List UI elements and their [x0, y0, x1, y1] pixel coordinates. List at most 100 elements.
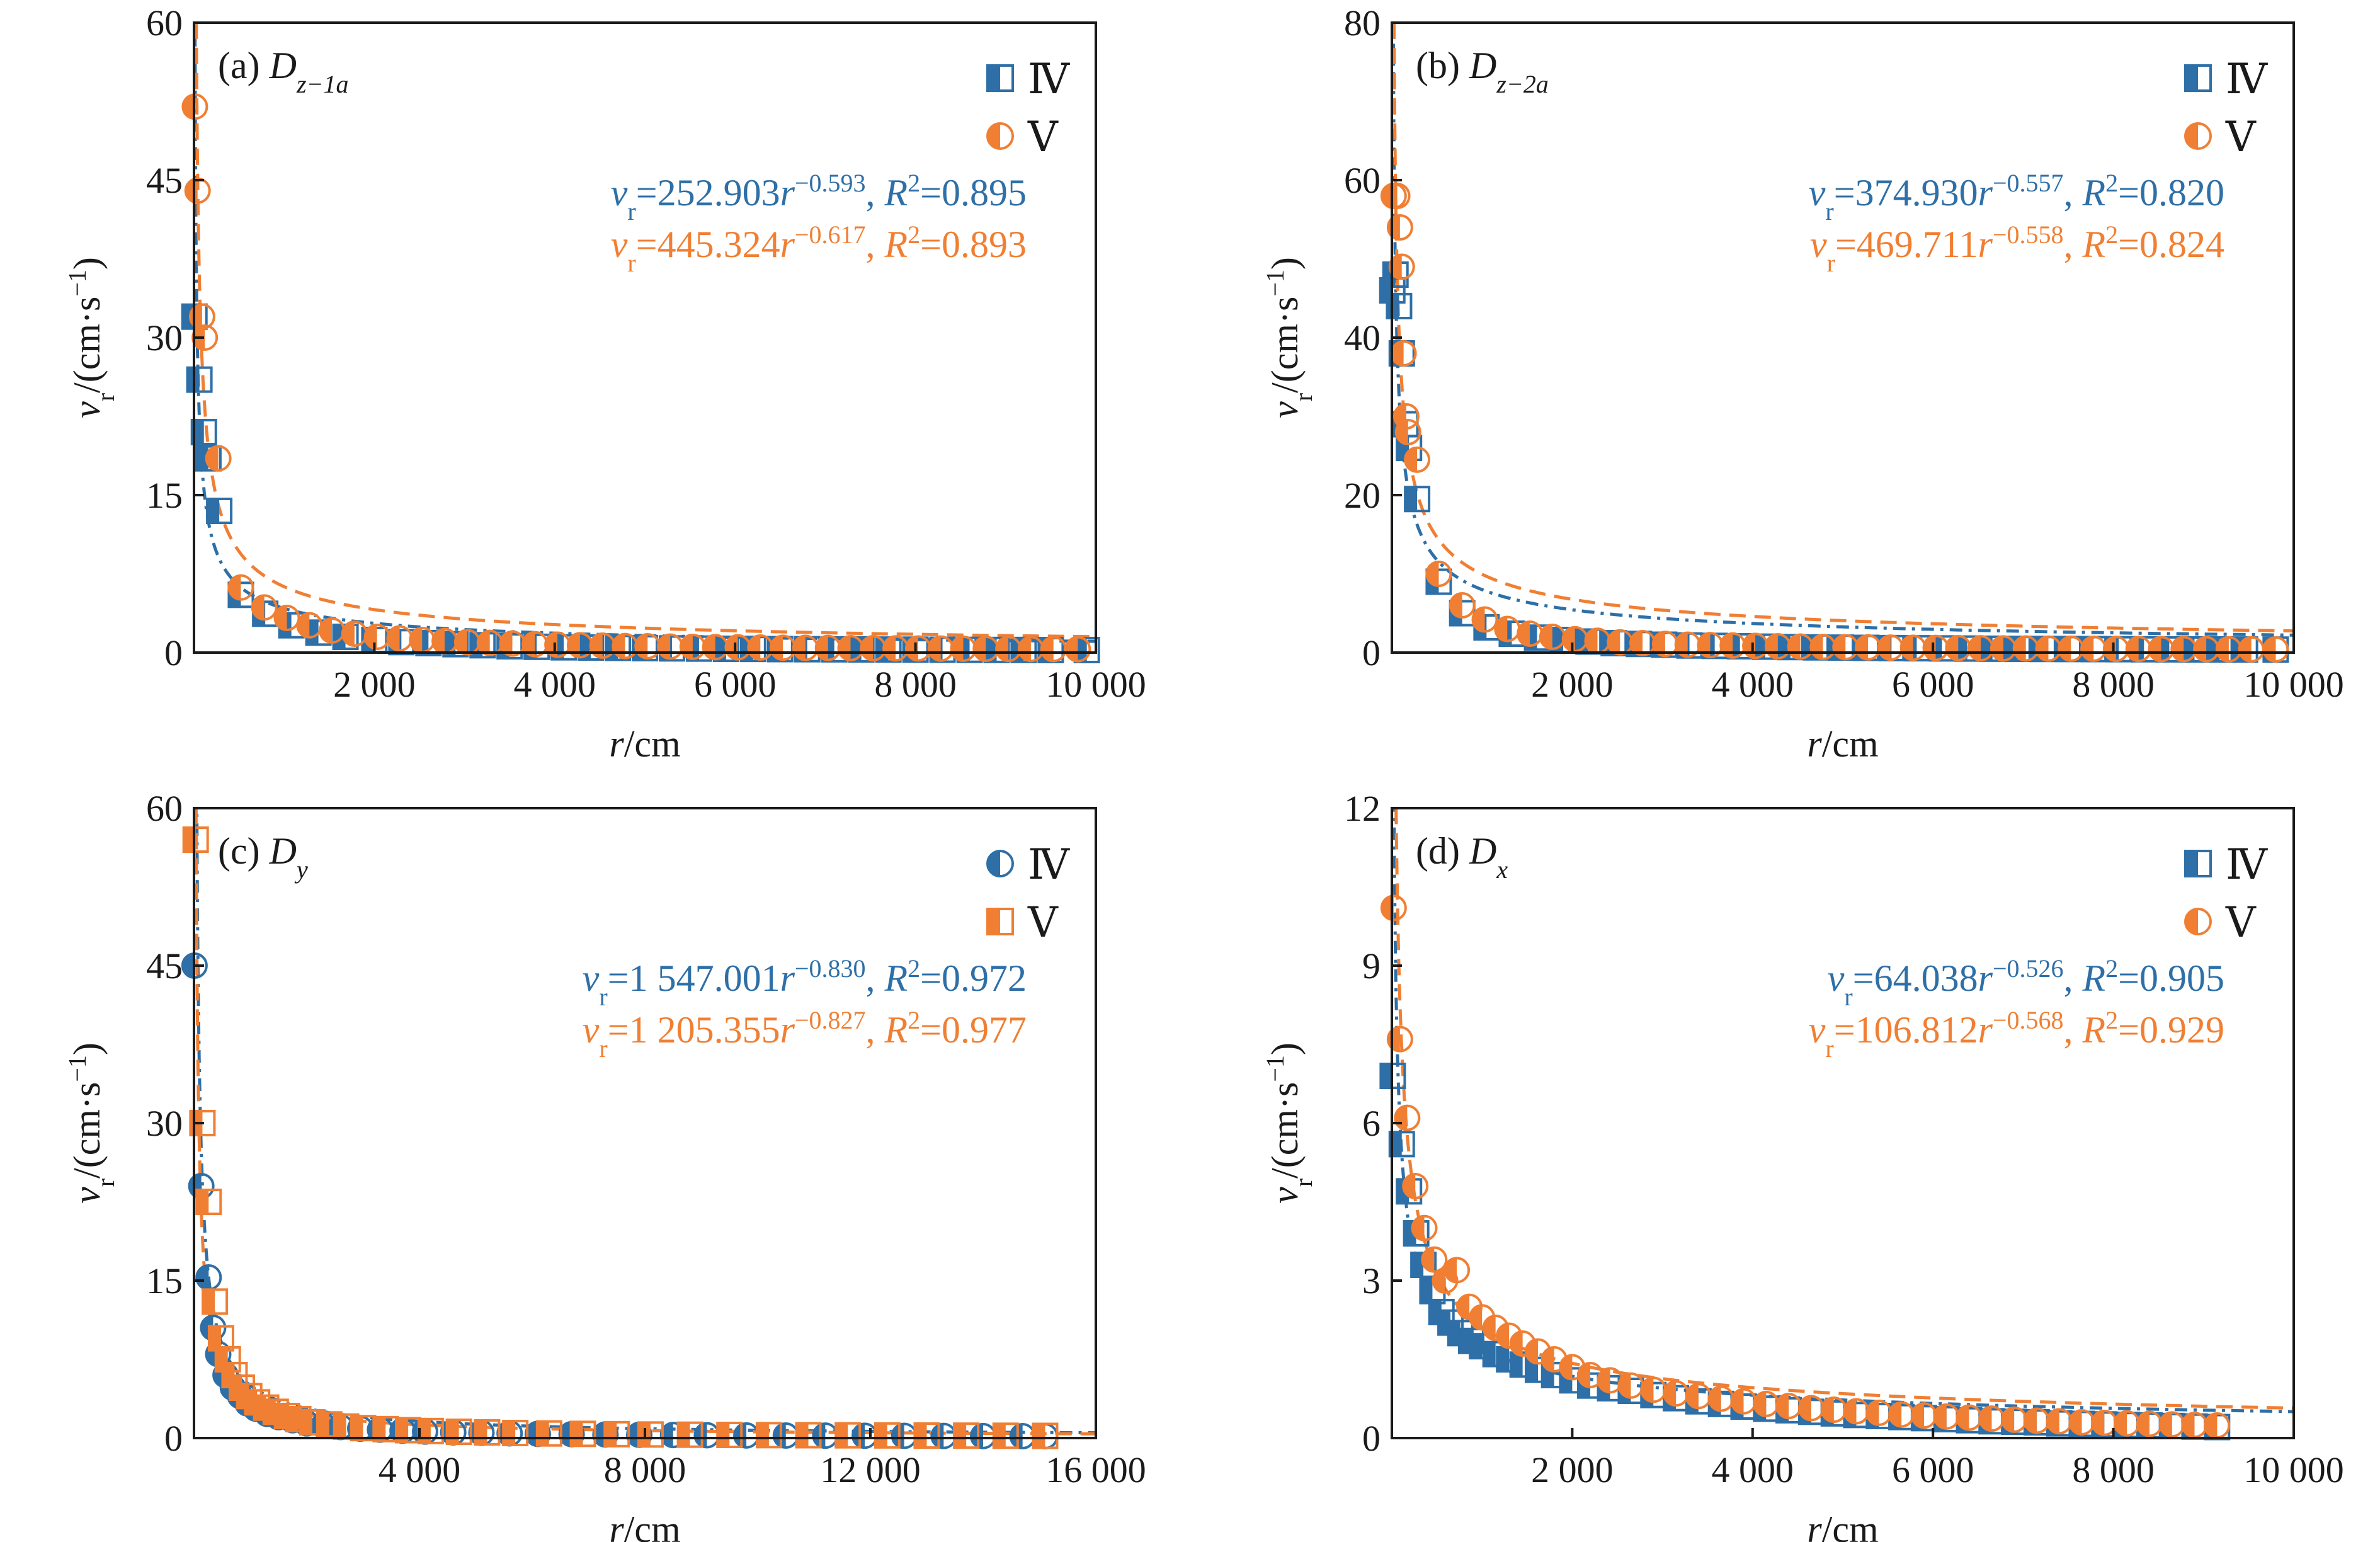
- y-tick-label: 0: [164, 1418, 183, 1459]
- x-tick-label: 8 000: [874, 664, 957, 705]
- series-V: [182, 826, 1059, 1449]
- data-point: [227, 574, 254, 601]
- x-tick-label: 4 000: [379, 1449, 461, 1490]
- data-point: [186, 366, 213, 393]
- legend-label-V: Ⅴ: [2225, 900, 2257, 946]
- panel-c: 4 000 8 000 12 000 16 000 0 15 30 45 60 r/cm vr/(c…: [63, 788, 1146, 1542]
- data-point: [679, 633, 706, 660]
- data-point: [1402, 1173, 1429, 1199]
- data-point: [1471, 606, 1498, 633]
- panel-d: 2 000 4 000 6 000 8 000 10 000 0 3 6 9 12 r/cm vr/(…: [1261, 788, 2344, 1542]
- y-tick-label: 15: [146, 475, 183, 516]
- data-point: [2204, 1412, 2231, 1439]
- y-tick-label: 45: [146, 945, 183, 986]
- data-point: [814, 634, 841, 661]
- legend-marker-V: [986, 908, 1014, 935]
- panel-a: 2 000 4 000 6 000 8 000 10 000 0 15 30 45 60 r/cm v…: [63, 3, 1146, 765]
- data-point: [2080, 636, 2107, 662]
- y-axis-label: vr/(cm·s−1): [63, 257, 120, 418]
- legend-label-V: Ⅴ: [1027, 900, 1059, 946]
- y-tick-label: 3: [1362, 1260, 1381, 1301]
- data-point: [2136, 1410, 2163, 1437]
- x-tick-label: 2 000: [333, 664, 416, 705]
- data-point: [2001, 1406, 2028, 1433]
- data-point: [182, 826, 209, 853]
- data-point: [535, 1420, 562, 1447]
- data-point: [2046, 1408, 2073, 1435]
- data-point: [251, 594, 278, 621]
- data-point: [1855, 634, 1882, 661]
- legend-marker-V: [2184, 122, 2212, 150]
- legend-marker-V: [2184, 908, 2212, 935]
- data-point: [1449, 592, 1476, 619]
- plot-frame: [1391, 807, 2295, 1439]
- data-point: [409, 627, 436, 653]
- x-tick-label: 6 000: [1892, 1449, 1974, 1490]
- panel-title: (b) Dz−2a: [1416, 45, 1549, 98]
- data-point: [2148, 636, 2175, 663]
- series-V: [1380, 894, 2231, 1439]
- panel-title: (c) Dy: [218, 830, 308, 884]
- series-IV: [181, 303, 1100, 663]
- y-axis-label: vr/(cm·s−1): [1261, 1042, 1318, 1204]
- data-point: [927, 635, 954, 662]
- data-point: [1663, 1380, 1690, 1407]
- data-point: [930, 1422, 957, 1449]
- fit-curve-V: [194, 808, 1096, 1436]
- x-tick-label: 2 000: [1531, 1449, 1614, 1490]
- x-tick-label: 4 000: [514, 664, 596, 705]
- data-point: [657, 633, 684, 660]
- legend-marker-IV: [2184, 64, 2212, 92]
- y-tick-label: 6: [1362, 1103, 1381, 1144]
- legend-label-IV: Ⅳ: [2226, 57, 2268, 103]
- legend-marker-IV: [986, 850, 1014, 877]
- data-point: [1517, 620, 1544, 647]
- y-tick-label: 20: [1344, 475, 1381, 516]
- fit-equation-V: vr=1 205.355r−0.827, R2=0.977: [583, 1006, 1027, 1063]
- legend-label-IV: Ⅳ: [1028, 57, 1070, 103]
- data-point: [970, 1422, 996, 1449]
- x-tick-label: 8 000: [2072, 1449, 2155, 1490]
- data-point: [2181, 1412, 2208, 1439]
- data-point: [1404, 486, 1431, 513]
- series-IV: [1379, 261, 2289, 663]
- x-axis-label: r/cm: [609, 723, 680, 765]
- fit-curve-IV: [194, 23, 1096, 643]
- x-tick-label: 10 000: [2243, 1449, 2344, 1490]
- data-point: [569, 1420, 596, 1448]
- data-point: [851, 1422, 879, 1449]
- data-point: [792, 634, 819, 661]
- legend-marker-V: [986, 122, 1014, 150]
- data-point: [195, 445, 222, 472]
- data-point: [1797, 1395, 1825, 1422]
- y-tick-label: 45: [146, 160, 183, 201]
- data-point: [1820, 1396, 1847, 1423]
- fit-equation-V: vr=106.812r−0.568, R2=0.929: [1809, 1006, 2224, 1063]
- data-point: [1064, 636, 1091, 663]
- data-point: [1753, 1390, 1780, 1417]
- fit-curve-IV: [1392, 808, 2294, 1414]
- data-point: [874, 1422, 901, 1449]
- data-point: [1978, 1405, 2005, 1432]
- data-point: [1910, 1402, 1937, 1429]
- data-point: [2023, 1407, 2050, 1434]
- fit-curve-V: [195, 23, 1096, 639]
- data-point: [195, 1189, 222, 1215]
- data-point: [273, 605, 300, 631]
- data-point: [1394, 1104, 1421, 1131]
- data-point: [891, 1422, 918, 1449]
- panel-title: (a) Dz−1a: [218, 45, 349, 98]
- data-point: [1421, 1246, 1448, 1273]
- data-point: [1843, 1398, 1870, 1425]
- data-point: [1730, 1388, 1757, 1415]
- data-point: [1685, 1383, 1712, 1410]
- legend-label-V: Ⅴ: [2225, 115, 2257, 161]
- data-point: [1425, 561, 1452, 587]
- data-point: [2125, 636, 2152, 663]
- fit-equation-IV: vr=374.930r−0.557, R2=0.820: [1809, 169, 2224, 226]
- data-point: [1494, 615, 1521, 642]
- y-tick-label: 60: [1344, 160, 1381, 201]
- data-point: [2158, 1411, 2185, 1438]
- data-point: [1956, 1404, 1983, 1431]
- data-point: [1775, 1393, 1802, 1420]
